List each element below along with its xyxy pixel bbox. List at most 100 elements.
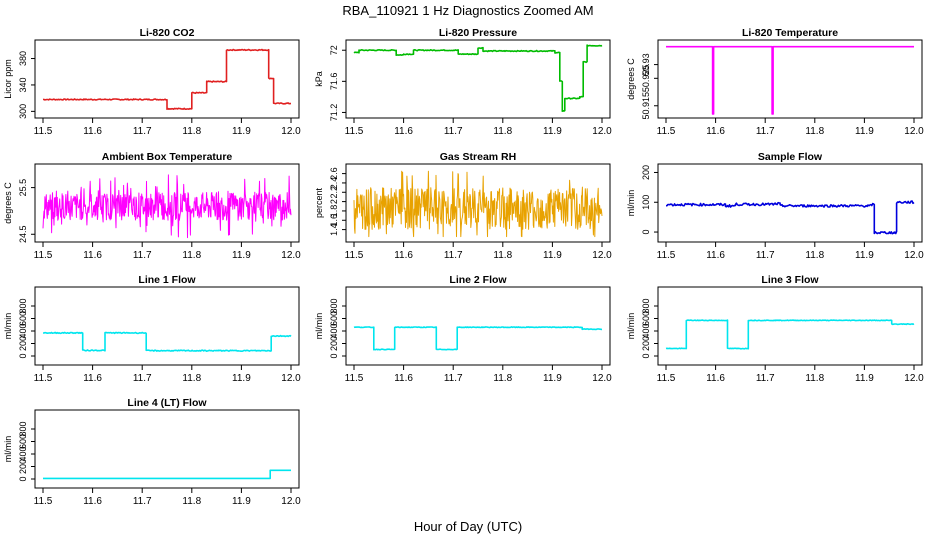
x-tick-label: 12.0 (904, 250, 924, 261)
y-tick-label: 24.5 (18, 226, 28, 244)
plot-frame (34, 163, 300, 243)
x-tick-label: 11.7 (444, 126, 463, 137)
panel-title: Line 1 Flow (138, 274, 196, 286)
y-axis-label: kPa (314, 71, 324, 87)
y-tick-label: 100 (641, 195, 651, 210)
x-tick-label: 11.8 (182, 373, 201, 384)
x-tick-label: 11.7 (444, 373, 463, 384)
x-tick-label: 11.7 (756, 126, 775, 137)
y-tick-label: 1.8 (329, 205, 339, 218)
y-tick-label: 50.93 (641, 53, 651, 76)
series-line (353, 326, 603, 351)
panel-9: Line 3 Flow ml/min 11.5 11.6 11.7 11.8 11.9 12.… (626, 274, 924, 384)
x-tick-label: 12.0 (904, 373, 924, 384)
y-axis-label: ml/min (3, 313, 13, 340)
x-tick-label: 11.6 (394, 373, 413, 384)
plot-frame (345, 163, 611, 243)
y-tick-label: 800 (641, 298, 651, 313)
x-tick-label: 11.7 (133, 496, 152, 507)
x-tick-label: 12.0 (281, 126, 301, 137)
y-axis-label: percent (314, 187, 324, 218)
panel-title: Line 3 Flow (761, 274, 819, 286)
figure-title: RBA_110921 1 Hz Diagnostics Zoomed AM (342, 3, 593, 18)
y-tick-label: 600 (329, 311, 339, 326)
y-tick-label: 2.4 (329, 177, 339, 190)
x-tick-label: 11.6 (83, 373, 102, 384)
x-tick-label: 11.9 (232, 126, 251, 137)
y-axis-label: ml/min (626, 190, 636, 217)
x-tick-label: 11.9 (232, 373, 251, 384)
y-tick-label: 600 (641, 311, 651, 326)
series-line (42, 48, 291, 110)
x-tick-label: 11.9 (855, 126, 874, 137)
x-tick-label: 11.5 (34, 250, 53, 261)
x-tick-label: 11.9 (855, 250, 874, 261)
panel-title: Sample Flow (758, 151, 823, 163)
y-tick-label: 0 (18, 353, 28, 358)
y-tick-label: 600 (18, 434, 28, 449)
x-tick-label: 11.5 (34, 126, 53, 137)
panel-grid: Li-820 CO2 Licor ppm 11.5 11.6 11.7 11.8 11.9 1… (3, 27, 924, 507)
x-tick-label: 11.6 (83, 496, 102, 507)
series-line (666, 45, 914, 115)
x-tick-label: 11.7 (133, 126, 152, 137)
x-tick-label: 12.0 (592, 126, 612, 137)
panel-6: Sample Flow ml/min 11.5 11.6 11.7 11.8 11.9 12.… (626, 151, 924, 261)
y-tick-label: 340 (18, 77, 28, 92)
y-tick-label: 1.4 (329, 223, 339, 236)
x-tick-label: 11.6 (394, 250, 413, 261)
y-tick-label: 800 (329, 298, 339, 313)
y-tick-label: 50.915 (641, 92, 651, 120)
y-tick-label: 200 (329, 336, 339, 351)
y-tick-label: 0 (641, 230, 651, 235)
panel-title: Line 4 (LT) Flow (127, 397, 207, 409)
y-tick-label: 200 (18, 459, 28, 474)
x-tick-label: 11.8 (182, 250, 201, 261)
x-tick-label: 11.7 (756, 373, 775, 384)
plot-frame (657, 39, 923, 119)
panel-4: Ambient Box Temperature degrees C 11.5 11.6… (3, 151, 301, 261)
x-tick-label: 11.8 (182, 496, 201, 507)
plot-frame (345, 39, 611, 119)
x-tick-label: 11.6 (83, 250, 102, 261)
x-tick-label: 11.5 (34, 373, 53, 384)
series-line (42, 174, 292, 239)
x-tick-label: 12.0 (281, 373, 301, 384)
panel-3: Li-820 Temperature degrees C 11.5 11.6 11.7 1… (626, 27, 924, 137)
y-tick-label: 800 (18, 421, 28, 436)
x-tick-label: 11.7 (133, 373, 152, 384)
plot-frame (34, 409, 300, 489)
x-tick-label: 12.0 (281, 250, 301, 261)
plot-frame (34, 39, 300, 119)
y-tick-label: 72 (329, 45, 339, 55)
x-tick-label: 11.8 (805, 250, 824, 261)
x-tick-label: 11.9 (855, 373, 874, 384)
y-tick-label: 50.925 (641, 65, 651, 93)
x-tick-label: 11.7 (444, 250, 463, 261)
panel-title: Gas Stream RH (440, 151, 516, 163)
y-axis-label: ml/min (626, 313, 636, 340)
y-tick-label: 71.6 (329, 73, 339, 91)
y-tick-label: 600 (18, 311, 28, 326)
x-tick-label: 11.6 (83, 126, 102, 137)
x-tick-label: 11.7 (756, 250, 775, 261)
x-tick-label: 11.7 (133, 250, 152, 261)
x-tick-label: 11.5 (657, 126, 676, 137)
y-tick-label: 400 (329, 323, 339, 338)
x-tick-label: 12.0 (592, 250, 612, 261)
plot-frame (657, 163, 923, 243)
x-tick-label: 11.9 (543, 250, 562, 261)
x-tick-label: 11.5 (345, 250, 364, 261)
x-tick-label: 11.6 (394, 126, 413, 137)
x-tick-label: 11.5 (657, 250, 676, 261)
y-tick-label: 400 (18, 323, 28, 338)
x-tick-label: 11.9 (232, 496, 251, 507)
panel-8: Line 2 Flow ml/min 11.5 11.6 11.7 11.8 11.9 12.… (314, 274, 612, 384)
series-line (666, 200, 915, 235)
panel-title: Li-820 CO2 (140, 27, 195, 39)
panel-10: Line 4 (LT) Flow ml/min 11.5 11.6 11.7 11.8 11… (3, 397, 301, 507)
series-line (665, 319, 915, 350)
x-tick-label: 12.0 (904, 126, 924, 137)
panel-5: Gas Stream RH percent 11.5 11.6 11.7 11.8 11.9… (314, 151, 612, 261)
